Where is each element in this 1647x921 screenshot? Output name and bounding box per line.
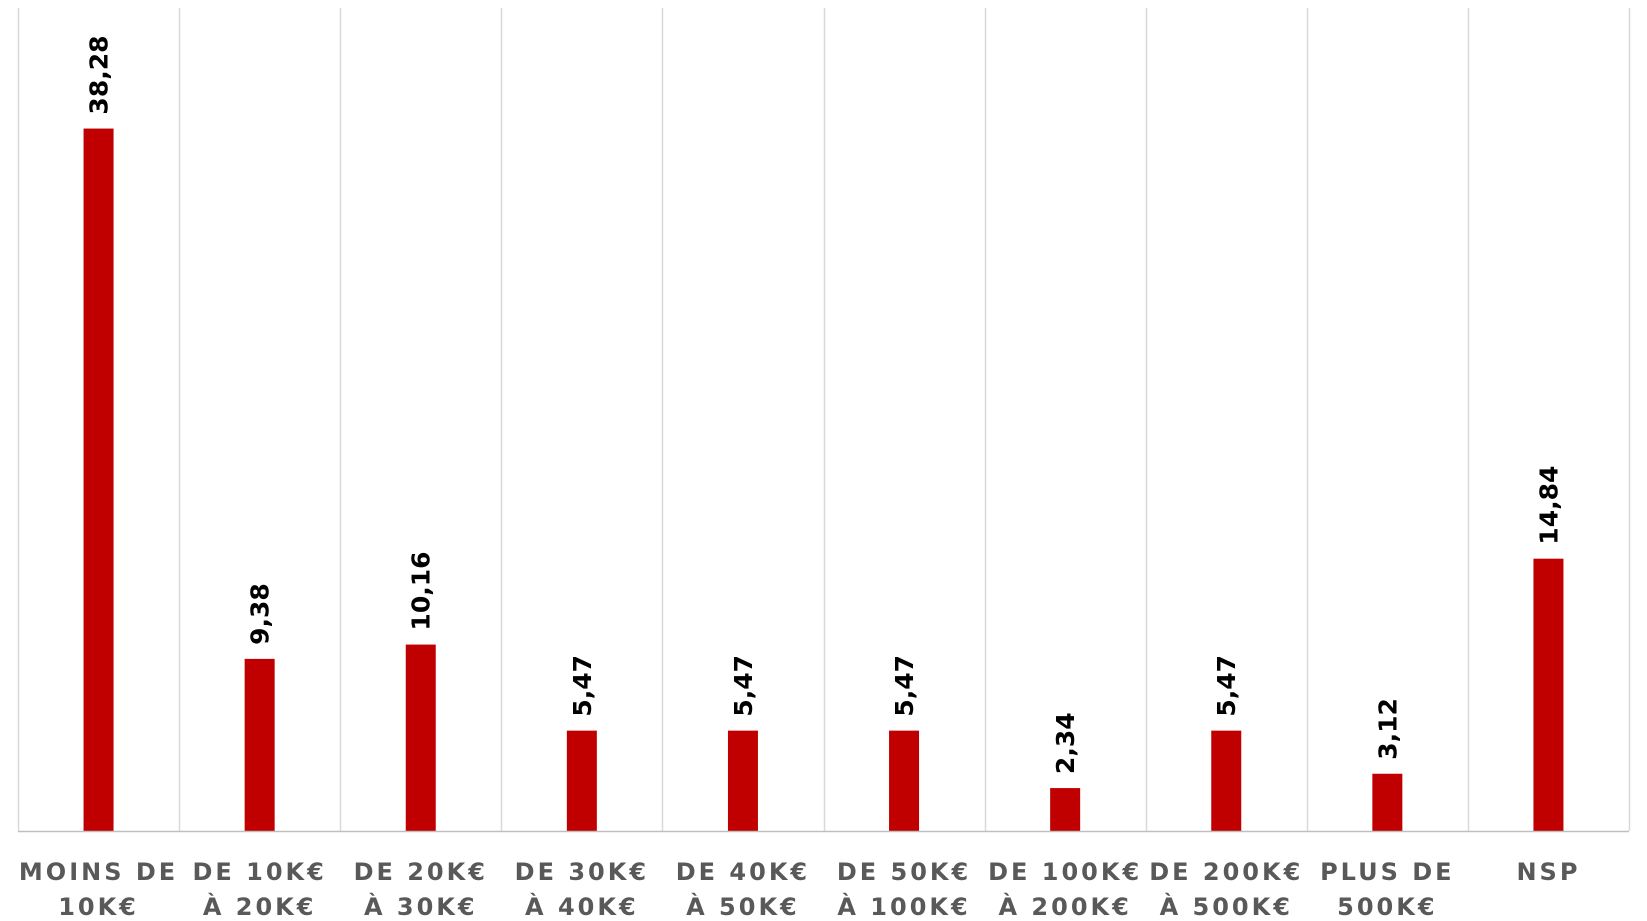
category-label: MOINS DE [19, 858, 178, 886]
bar [1050, 788, 1081, 831]
bar [727, 730, 758, 831]
category-label: DE 40K€ [676, 858, 810, 886]
data-label: 5,47 [1212, 655, 1241, 717]
category-label: DE 10K€ [192, 858, 326, 886]
bar [83, 128, 114, 831]
bar [1372, 773, 1403, 831]
category-label: À 40K€ [525, 892, 639, 921]
bar [889, 730, 920, 831]
data-label: 2,34 [1051, 712, 1080, 774]
category-label: À 200K€ [998, 892, 1131, 921]
category-label: À 30K€ [364, 892, 478, 921]
data-label: 3,12 [1373, 698, 1402, 760]
bar [566, 730, 597, 831]
category-label: DE 100K€ [988, 858, 1142, 886]
category-label: À 50K€ [686, 892, 800, 921]
data-label: 5,47 [729, 655, 758, 717]
category-label: PLUS DE [1320, 858, 1454, 886]
category-label: À 20K€ [203, 892, 317, 921]
bar [405, 644, 436, 831]
category-label-layer: MOINS DE 10K€ DE 10K€ À 20K€ DE 20K€ À 30K€ DE… [19, 858, 1580, 921]
data-label: 5,47 [890, 655, 919, 717]
category-label: DE 200K€ [1149, 858, 1303, 886]
bar [1211, 730, 1242, 831]
bar [244, 658, 275, 831]
category-label: À 100K€ [837, 892, 970, 921]
category-label: DE 30K€ [515, 858, 649, 886]
data-label: 38,28 [85, 35, 114, 114]
category-label: 500K€ [1337, 893, 1437, 921]
grid-layer [17, 8, 1631, 831]
category-label: NSP [1516, 858, 1580, 886]
data-label: 14,84 [1534, 466, 1563, 545]
bar-layer [83, 128, 1564, 831]
category-label: DE 20K€ [354, 858, 488, 886]
bar [1533, 558, 1564, 831]
category-label: 10K€ [58, 893, 139, 921]
category-label: À 500K€ [1160, 892, 1293, 921]
category-label: DE 50K€ [837, 858, 971, 886]
data-label: 5,47 [568, 655, 597, 717]
data-label: 10,16 [407, 551, 436, 630]
data-label: 9,38 [246, 583, 275, 645]
value-label-layer: 38,28 9,38 10,16 5,47 5,47 5,47 2,34 5,47 3,12 14… [85, 35, 1564, 774]
